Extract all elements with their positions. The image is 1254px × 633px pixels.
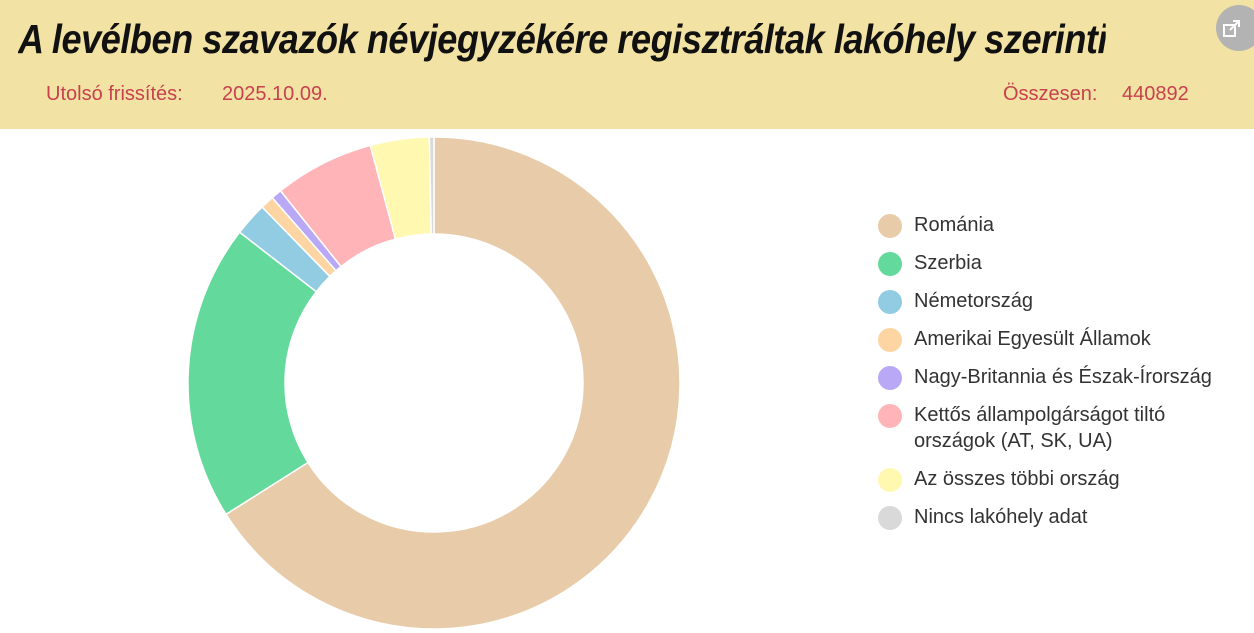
legend-swatch bbox=[878, 328, 902, 352]
donut-slice[interactable] bbox=[428, 136, 435, 235]
legend-item[interactable]: Az összes többi ország bbox=[876, 466, 1236, 492]
total-label: Összesen: bbox=[1003, 83, 1098, 105]
chart-legend: Románia Szerbia Németország Amerikai Egyesü… bbox=[876, 212, 1236, 542]
legend-label: Kettős állampolgárságot tiltó országok (… bbox=[914, 404, 1166, 452]
legend-item[interactable]: Nincs lakóhely adat bbox=[876, 504, 1236, 530]
legend-item[interactable]: Szerbia bbox=[876, 250, 1236, 276]
legend-label: Amerikai Egyesült Államok bbox=[914, 328, 1151, 350]
header-banner: A levélben szavazók névjegyzékére regisz… bbox=[0, 0, 1254, 129]
legend-label: Nagy-Britannia és Észak-Írország bbox=[914, 366, 1212, 388]
last-updated-value: 2025.10.09. bbox=[222, 83, 328, 105]
legend-item[interactable]: Románia bbox=[876, 212, 1236, 238]
last-updated-label: Utolsó frissítés: bbox=[46, 83, 183, 105]
share-button[interactable] bbox=[1216, 5, 1254, 51]
page-title: A levélben szavazók névjegyzékére regisz… bbox=[18, 16, 1106, 62]
legend-label: Az összes többi ország bbox=[914, 468, 1120, 490]
legend-swatch bbox=[878, 214, 902, 238]
legend-swatch bbox=[878, 468, 902, 492]
legend-item[interactable]: Nagy-Britannia és Észak-Írország bbox=[876, 364, 1236, 390]
legend-label: Németország bbox=[914, 290, 1033, 312]
legend-swatch bbox=[878, 404, 902, 428]
legend-label: Románia bbox=[914, 214, 995, 236]
legend-swatch bbox=[878, 252, 902, 276]
legend-swatch bbox=[878, 290, 902, 314]
legend-item[interactable]: Amerikai Egyesült Államok bbox=[876, 326, 1236, 352]
legend-swatch bbox=[878, 366, 902, 390]
legend-label: Szerbia bbox=[914, 252, 982, 274]
legend-swatch bbox=[878, 506, 902, 530]
legend-label: Nincs lakóhely adat bbox=[914, 506, 1088, 528]
donut-slice[interactable] bbox=[224, 136, 681, 630]
donut-slice[interactable] bbox=[187, 231, 318, 516]
legend-item[interactable]: Németország bbox=[876, 288, 1236, 314]
share-icon bbox=[1223, 20, 1240, 37]
total-value: 440892 bbox=[1122, 83, 1189, 105]
legend-item[interactable]: Kettős állampolgárságot tiltó országok (… bbox=[876, 402, 1236, 454]
donut-chart bbox=[187, 136, 681, 630]
